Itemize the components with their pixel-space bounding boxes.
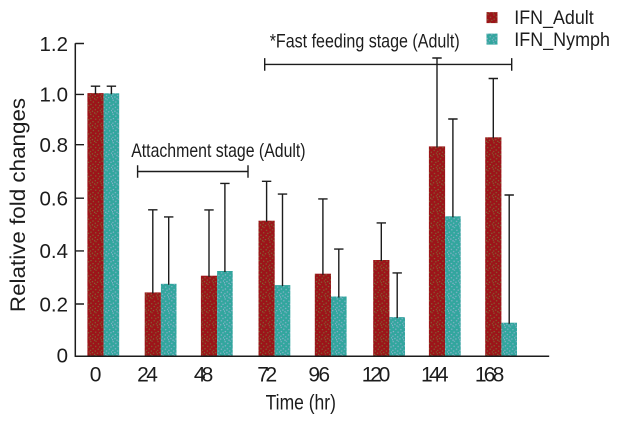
svg-text:0.2: 0.2 xyxy=(40,293,69,316)
svg-text:0.8: 0.8 xyxy=(40,134,69,157)
svg-text:168: 168 xyxy=(475,363,505,386)
svg-text:24: 24 xyxy=(137,363,158,386)
svg-text:0.6: 0.6 xyxy=(40,188,69,211)
svg-text:IFN_Adult: IFN_Adult xyxy=(514,7,594,29)
svg-text:0.4: 0.4 xyxy=(40,240,69,263)
svg-text:Time (hr): Time (hr) xyxy=(266,391,336,414)
svg-text:0: 0 xyxy=(57,345,68,368)
svg-text:IFN_Nymph: IFN_Nymph xyxy=(514,29,610,51)
svg-text:96: 96 xyxy=(308,363,330,386)
svg-text:Attachment stage (Adult): Attachment stage (Adult) xyxy=(131,140,305,162)
svg-text:48: 48 xyxy=(194,363,214,386)
svg-text:1.2: 1.2 xyxy=(40,33,69,56)
svg-text:Relative fold changes: Relative fold changes xyxy=(7,98,30,312)
svg-text:120: 120 xyxy=(362,363,391,386)
svg-text:1.0: 1.0 xyxy=(40,84,69,107)
svg-text:144: 144 xyxy=(421,363,449,386)
svg-text:0: 0 xyxy=(90,363,102,386)
svg-text:*Fast feeding stage (Adult): *Fast feeding stage (Adult) xyxy=(270,31,460,53)
svg-text:72: 72 xyxy=(257,363,277,386)
